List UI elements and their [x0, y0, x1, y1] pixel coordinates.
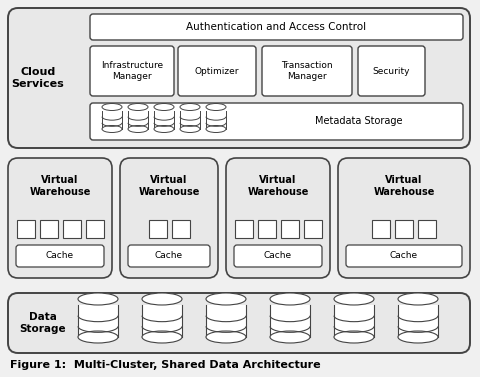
Bar — [206, 305, 246, 337]
Bar — [171, 220, 190, 238]
Ellipse shape — [142, 293, 182, 305]
Ellipse shape — [206, 293, 246, 305]
Bar — [180, 110, 200, 129]
Text: Security: Security — [373, 66, 410, 75]
FancyBboxPatch shape — [234, 245, 322, 267]
Text: Authentication and Access Control: Authentication and Access Control — [186, 22, 367, 32]
Bar — [303, 220, 322, 238]
Text: Optimizer: Optimizer — [195, 66, 239, 75]
Bar — [418, 220, 436, 238]
Text: Virtual
Warehouse: Virtual Warehouse — [138, 175, 200, 197]
Ellipse shape — [128, 104, 148, 110]
FancyBboxPatch shape — [128, 245, 210, 267]
Text: Cache: Cache — [155, 251, 183, 261]
Ellipse shape — [78, 293, 118, 305]
Bar — [16, 220, 35, 238]
Ellipse shape — [398, 293, 438, 305]
Ellipse shape — [206, 104, 226, 110]
Ellipse shape — [180, 126, 200, 132]
Ellipse shape — [334, 331, 374, 343]
Bar — [334, 305, 374, 337]
FancyBboxPatch shape — [90, 46, 174, 96]
Ellipse shape — [180, 104, 200, 110]
Bar — [270, 305, 310, 337]
Ellipse shape — [398, 331, 438, 343]
Text: Figure 1:  Multi-Cluster, Shared Data Architecture: Figure 1: Multi-Cluster, Shared Data Arc… — [10, 360, 321, 370]
Text: Cache: Cache — [46, 251, 74, 261]
FancyBboxPatch shape — [120, 158, 218, 278]
Bar — [257, 220, 276, 238]
Bar — [85, 220, 104, 238]
FancyBboxPatch shape — [262, 46, 352, 96]
FancyBboxPatch shape — [338, 158, 470, 278]
Bar — [372, 220, 390, 238]
Text: Virtual
Warehouse: Virtual Warehouse — [373, 175, 435, 197]
Text: Cache: Cache — [264, 251, 292, 261]
FancyBboxPatch shape — [8, 8, 470, 148]
Ellipse shape — [206, 331, 246, 343]
Ellipse shape — [102, 104, 122, 110]
FancyBboxPatch shape — [358, 46, 425, 96]
Bar — [206, 110, 226, 129]
Bar — [235, 220, 252, 238]
Bar — [280, 220, 299, 238]
Ellipse shape — [154, 104, 174, 110]
Text: Cache: Cache — [390, 251, 418, 261]
Bar — [395, 220, 413, 238]
FancyBboxPatch shape — [90, 14, 463, 40]
Ellipse shape — [128, 126, 148, 132]
Ellipse shape — [78, 331, 118, 343]
Bar — [148, 220, 167, 238]
FancyBboxPatch shape — [8, 158, 112, 278]
Bar — [78, 305, 118, 337]
FancyBboxPatch shape — [178, 46, 256, 96]
Text: Data
Storage: Data Storage — [20, 312, 66, 334]
FancyBboxPatch shape — [16, 245, 104, 267]
Ellipse shape — [334, 293, 374, 305]
FancyBboxPatch shape — [346, 245, 462, 267]
Text: Infrastructure
Manager: Infrastructure Manager — [101, 61, 163, 81]
Bar — [142, 305, 182, 337]
FancyBboxPatch shape — [226, 158, 330, 278]
Text: Cloud
Services: Cloud Services — [12, 67, 64, 89]
Ellipse shape — [154, 126, 174, 132]
FancyBboxPatch shape — [8, 293, 470, 353]
Text: Transaction
Manager: Transaction Manager — [281, 61, 333, 81]
Ellipse shape — [102, 126, 122, 132]
Text: Virtual
Warehouse: Virtual Warehouse — [247, 175, 309, 197]
Ellipse shape — [142, 331, 182, 343]
Bar — [102, 110, 122, 129]
FancyBboxPatch shape — [90, 103, 463, 140]
Bar — [154, 110, 174, 129]
Bar — [398, 305, 438, 337]
Bar — [62, 220, 81, 238]
Ellipse shape — [270, 293, 310, 305]
Text: Metadata Storage: Metadata Storage — [315, 116, 402, 127]
Text: Virtual
Warehouse: Virtual Warehouse — [29, 175, 91, 197]
Bar — [128, 110, 148, 129]
Bar — [39, 220, 58, 238]
Ellipse shape — [270, 331, 310, 343]
Ellipse shape — [206, 126, 226, 132]
